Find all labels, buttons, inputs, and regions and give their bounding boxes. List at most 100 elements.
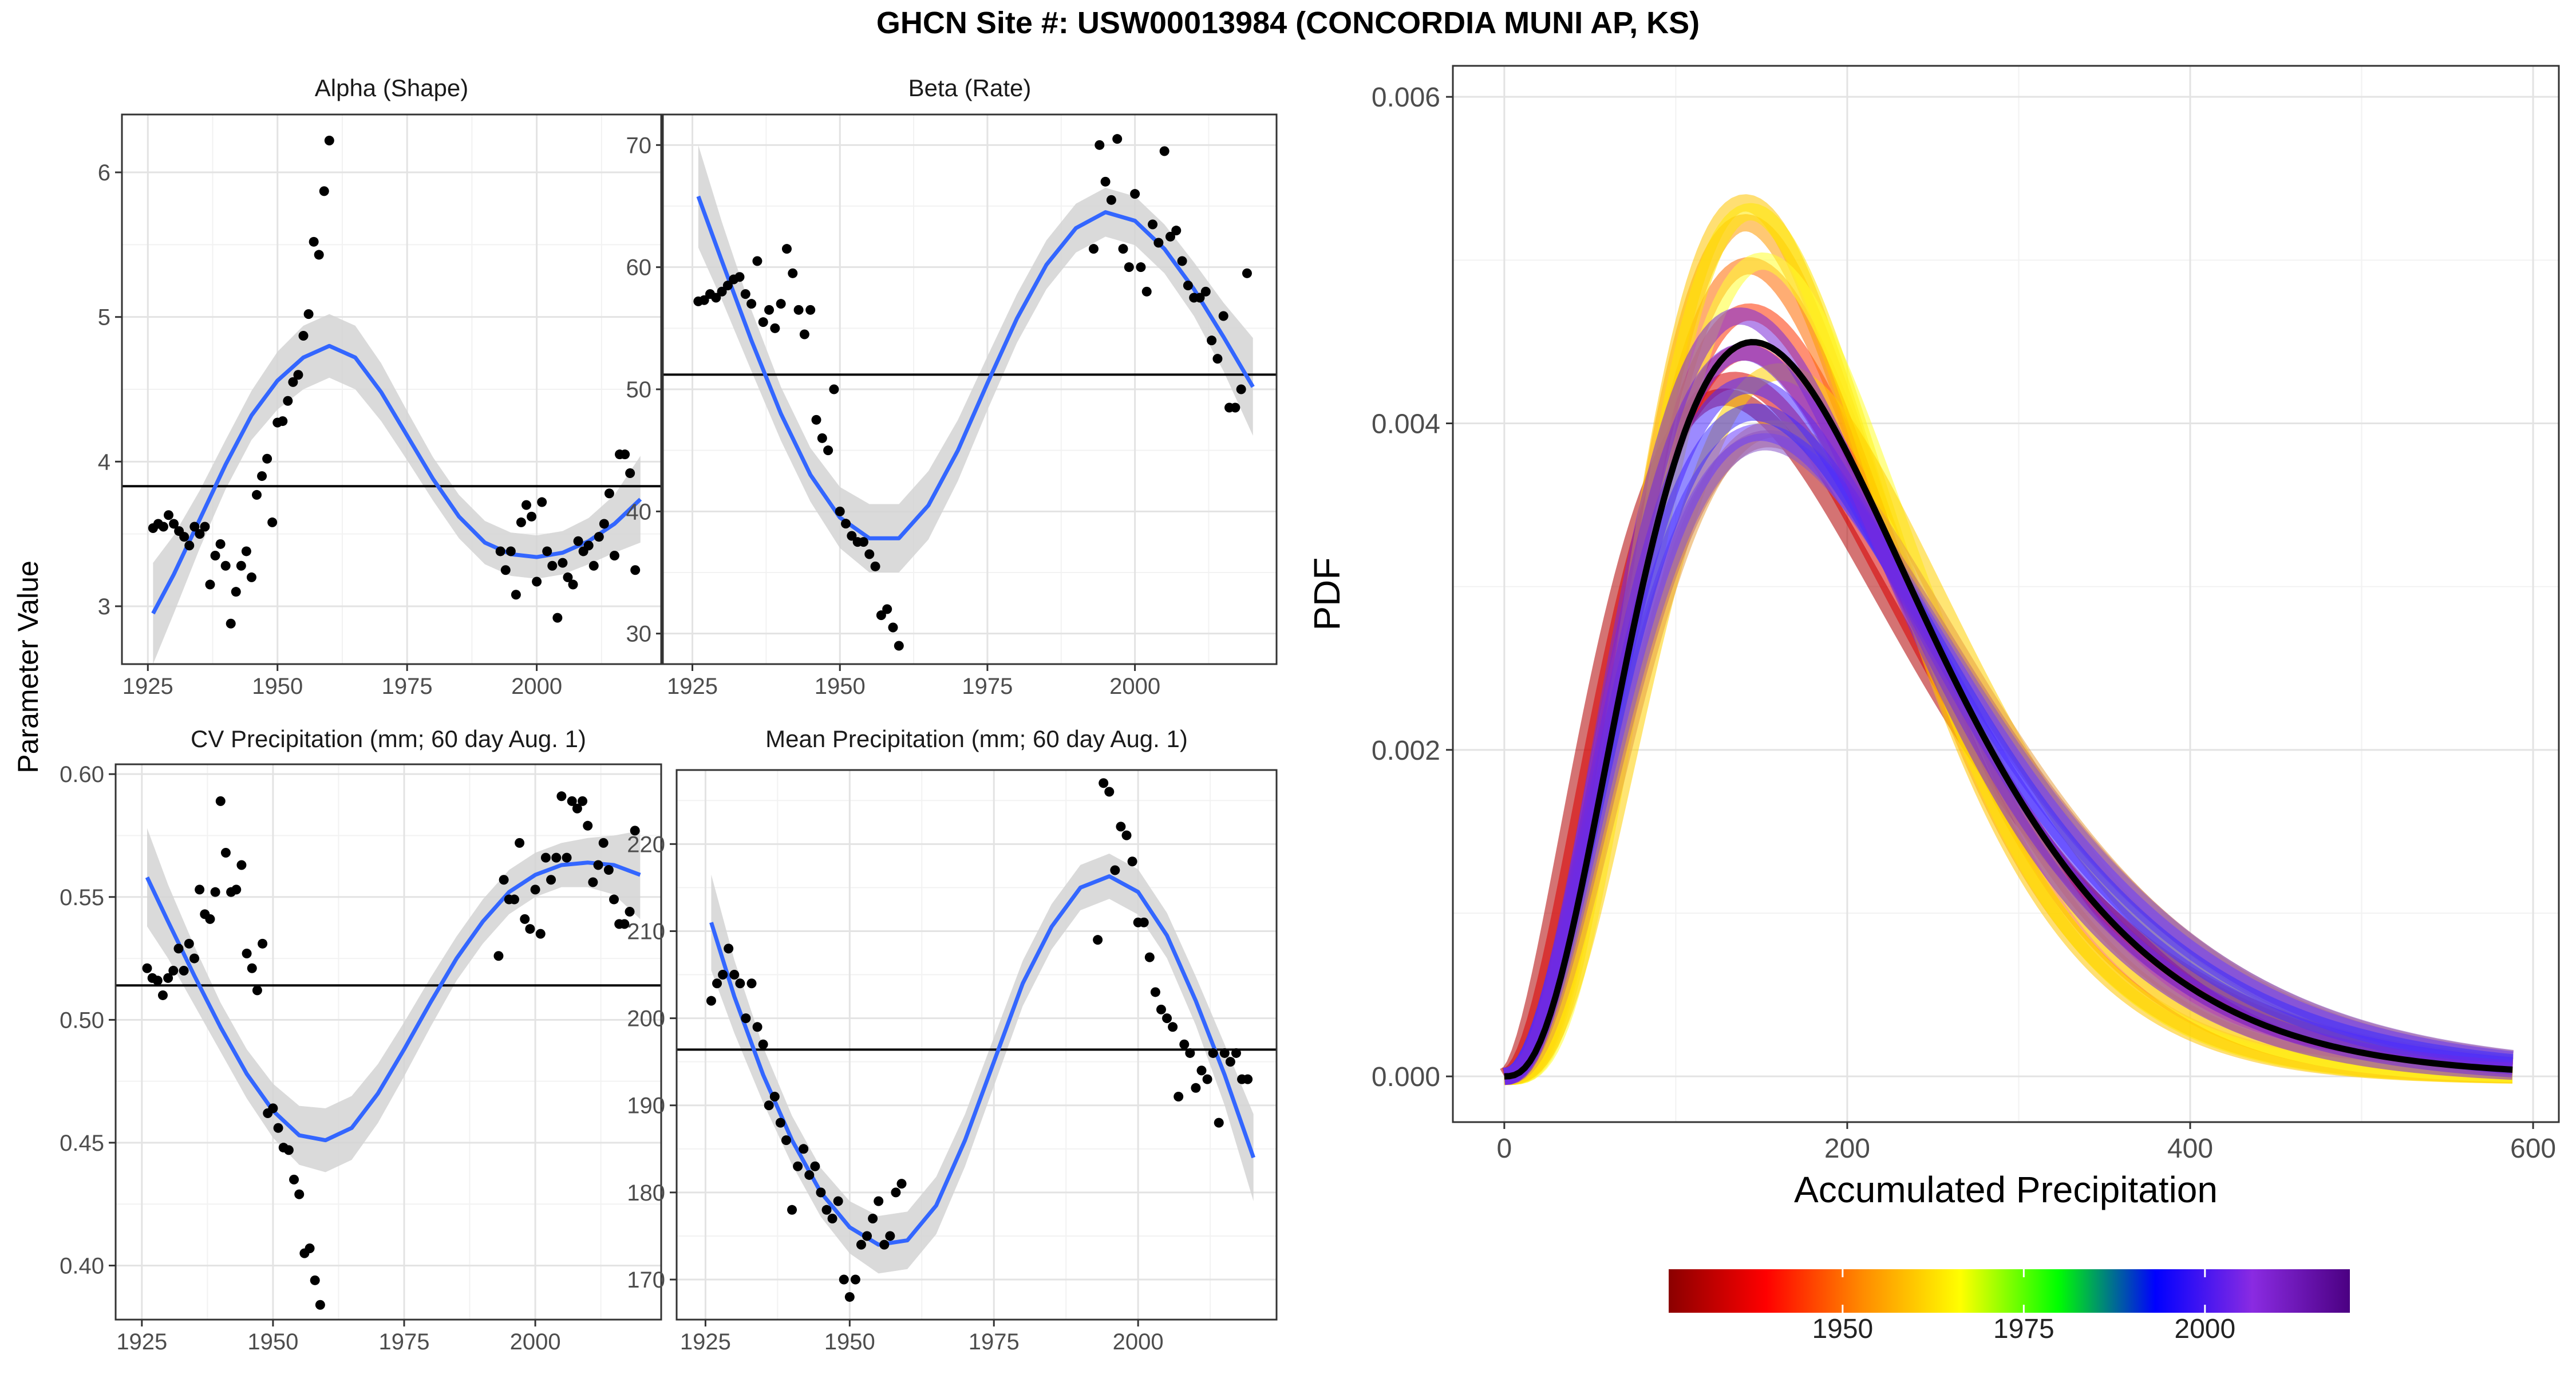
- data-point: [1156, 1004, 1166, 1014]
- trend-line: [709, 874, 1255, 1247]
- data-point: [598, 838, 609, 848]
- colorbar-bar: [1669, 1269, 2350, 1313]
- data-point: [226, 618, 236, 629]
- data-point: [741, 1013, 751, 1024]
- data-point: [1202, 1074, 1212, 1084]
- data-point: [558, 558, 568, 568]
- data-point: [515, 838, 525, 848]
- x-tick-label: 1950: [252, 674, 303, 699]
- data-point: [793, 1161, 803, 1171]
- data-point: [712, 978, 722, 989]
- data-point: [573, 536, 583, 546]
- data-point: [793, 305, 804, 315]
- data-point: [717, 286, 727, 297]
- data-point: [252, 985, 262, 996]
- data-point: [1127, 856, 1137, 867]
- data-point: [283, 1145, 294, 1155]
- data-point: [775, 1118, 785, 1128]
- data-point: [1139, 917, 1149, 927]
- data-point: [283, 396, 293, 406]
- data-point: [1165, 231, 1175, 242]
- data-point: [844, 1292, 855, 1302]
- data-point: [764, 1100, 774, 1111]
- data-point: [521, 500, 531, 510]
- data-point: [1208, 1048, 1218, 1058]
- data-point: [293, 370, 303, 380]
- data-point: [583, 540, 594, 551]
- data-point: [572, 803, 582, 814]
- data-point: [804, 1170, 815, 1180]
- data-point: [862, 1231, 872, 1241]
- data-point: [242, 948, 252, 958]
- data-point: [816, 1187, 826, 1198]
- data-point: [724, 943, 734, 954]
- data-point: [210, 551, 220, 561]
- y-tick-label: 0.55: [60, 885, 104, 910]
- data-point: [220, 848, 231, 858]
- data-point: [310, 1275, 320, 1285]
- data-point: [799, 329, 809, 339]
- y-tick-label: 40: [626, 499, 652, 524]
- data-point: [1230, 402, 1240, 413]
- data-point: [184, 540, 195, 551]
- data-point: [568, 579, 578, 590]
- data-point: [630, 565, 641, 575]
- confidence-band: [153, 314, 641, 664]
- data-point: [1099, 778, 1109, 788]
- y-tick-label: 3: [98, 594, 110, 619]
- data-point: [1121, 830, 1132, 840]
- data-point: [864, 549, 875, 559]
- y-tick-label: 5: [98, 305, 110, 330]
- data-point: [799, 1144, 809, 1154]
- data-point: [567, 796, 577, 806]
- data-point: [1174, 1092, 1184, 1102]
- data-point: [1159, 146, 1170, 156]
- colorbar: 1950 1975 2000: [1669, 1269, 2350, 1344]
- data-point: [711, 293, 721, 303]
- data-point: [817, 433, 827, 443]
- data-point: [746, 299, 757, 309]
- data-point: [835, 506, 845, 516]
- pdf-panel: 0 200 400 600 0.000 0.002 0.004 0.006 Accumulate…: [1306, 65, 2560, 1210]
- data-point: [699, 295, 709, 305]
- data-point: [1095, 140, 1105, 150]
- shared-y-axis-label: Parameter Value: [12, 560, 44, 773]
- x-tick-label: 1975: [962, 674, 1013, 699]
- data-point: [847, 531, 857, 541]
- data-point: [593, 860, 603, 870]
- y-tick-label: 30: [626, 622, 652, 647]
- data-point: [625, 468, 635, 479]
- x-tick-label: 2000: [510, 1329, 561, 1355]
- data-point: [894, 641, 904, 651]
- data-point: [718, 970, 728, 980]
- data-point: [811, 414, 821, 425]
- data-point: [1141, 286, 1152, 297]
- confidence-band: [698, 145, 1253, 573]
- data-point: [839, 1274, 849, 1285]
- data-point: [1236, 384, 1246, 394]
- y-tick-label: 6: [98, 160, 110, 185]
- data-point: [525, 924, 535, 934]
- data-point: [885, 1231, 895, 1241]
- data-point: [1183, 281, 1193, 291]
- data-point: [257, 471, 267, 481]
- cv-panel: CV Precipitation (mm; 60 day Aug. 1) 1925…: [60, 725, 662, 1355]
- data-point: [1130, 189, 1140, 199]
- data-point: [850, 1274, 860, 1285]
- data-point: [810, 1161, 820, 1171]
- data-point: [267, 517, 278, 527]
- y-tick-label: 200: [627, 1006, 665, 1032]
- data-point: [195, 885, 205, 895]
- data-point: [858, 537, 868, 547]
- data-point: [532, 577, 542, 587]
- data-point: [746, 978, 757, 989]
- data-point: [740, 289, 750, 299]
- y-tick-label: 0.50: [60, 1008, 104, 1033]
- data-point: [604, 488, 614, 499]
- data-point: [823, 445, 833, 456]
- data-point: [1195, 293, 1205, 303]
- data-point: [258, 938, 268, 949]
- data-point: [833, 1196, 843, 1206]
- data-point: [583, 820, 593, 831]
- data-point: [1153, 238, 1164, 248]
